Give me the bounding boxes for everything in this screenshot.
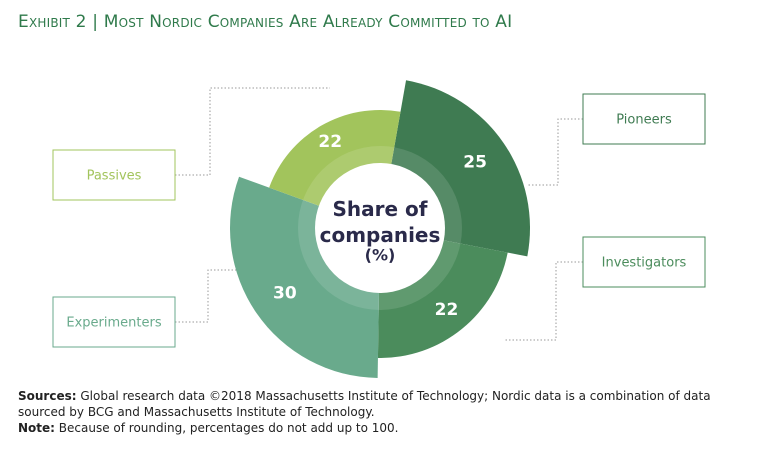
legend-label: Pioneers <box>616 113 672 128</box>
data-label: 22 <box>435 300 459 320</box>
legend-label: Passives <box>87 169 142 184</box>
sources-label: Sources: <box>18 389 77 403</box>
legend-box <box>52 296 176 348</box>
note: Note: Because of rounding, percentages d… <box>18 420 753 436</box>
sources-text: Global research data ©2018 Massachusetts… <box>18 389 711 419</box>
center-unit: (%) <box>365 246 396 265</box>
data-label: 30 <box>273 283 297 303</box>
leader-line <box>175 269 240 323</box>
legend-box <box>52 149 176 201</box>
sources: Sources: Global research data ©2018 Mass… <box>18 388 753 420</box>
leader-line <box>175 87 330 176</box>
center-circle <box>315 163 445 293</box>
legend-label: Investigators <box>602 256 687 271</box>
legend-box <box>582 236 706 288</box>
note-text: Because of rounding, percentages do not … <box>58 421 399 435</box>
legend-box <box>582 93 706 145</box>
chart-title: Exhibit 2 | Most Nordic Companies Are Al… <box>18 12 513 32</box>
data-label: 22 <box>318 132 342 152</box>
chart: 25 22 30 22 Share of companies (%) Pioneers I… <box>52 80 706 378</box>
center-label: Share of companies <box>320 197 441 247</box>
leader-line <box>505 261 583 341</box>
leader-lines <box>175 87 583 341</box>
data-label: 25 <box>463 153 487 173</box>
legend-label: Experimenters <box>66 316 161 331</box>
leader-line <box>527 118 583 186</box>
legend: Pioneers Investigators Experimenters Passiv… <box>52 93 706 348</box>
note-label: Note: <box>18 421 55 435</box>
footnotes: Sources: Global research data ©2018 Mass… <box>18 388 753 436</box>
